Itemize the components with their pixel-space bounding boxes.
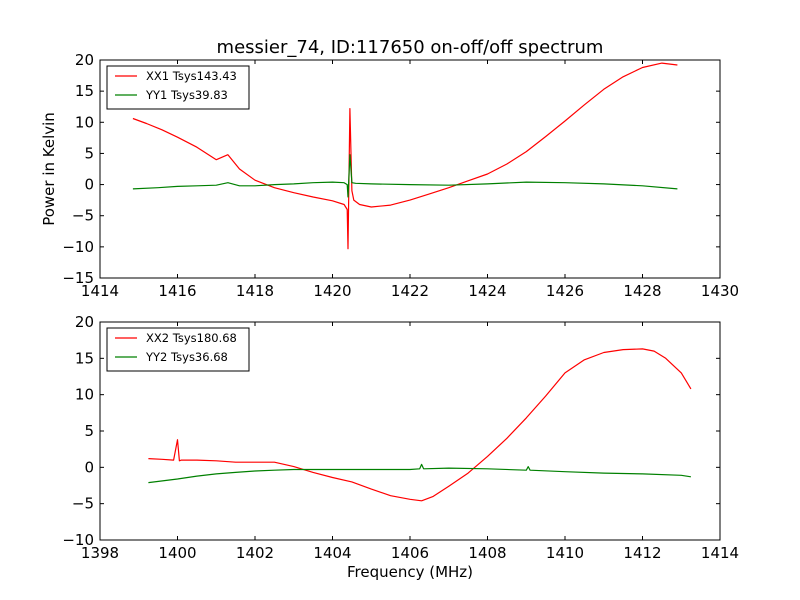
x-tick-label: 1422 — [391, 282, 429, 300]
legend-box — [106, 65, 250, 110]
y-tick-label: 15 — [75, 349, 94, 367]
y-tick-label: 5 — [84, 144, 94, 162]
y-tick-label: −5 — [72, 207, 94, 225]
legend-box — [106, 327, 250, 372]
series-line-xx1 — [132, 62, 678, 250]
bottom-panel: 1398 1400 1402 1404 1406 1408 1410 1412 1414 −10 −… — [62, 313, 739, 562]
series-line-xx2 — [148, 348, 692, 502]
y-tick-label: 10 — [75, 113, 94, 131]
x-tick-label: 1404 — [313, 544, 351, 562]
x-tick-label: 1406 — [391, 544, 429, 562]
x-tick-label: 1418 — [236, 282, 274, 300]
x-tick-label: 1402 — [236, 544, 274, 562]
top-panel: 1414 1416 1418 1420 1422 1424 1426 1428 1430 −15 −… — [62, 51, 739, 300]
x-tick-label: 1412 — [623, 544, 661, 562]
x-tick-label: 1416 — [158, 282, 196, 300]
y-tick-label: 0 — [84, 176, 94, 194]
y-axis-label: Power in Kelvin — [40, 112, 58, 226]
x-tick-label: 1424 — [468, 282, 506, 300]
series-line-yy2 — [148, 463, 691, 484]
y-tick-label: −15 — [62, 269, 94, 287]
x-tick-label: 1398 — [81, 544, 119, 562]
chart-title: messier_74, ID:117650 on-off/off spectru… — [217, 37, 604, 58]
series-line-yy1 — [132, 154, 678, 198]
y-tick-label: −10 — [62, 238, 94, 256]
x-tick-label: 1428 — [623, 282, 661, 300]
legend: XX1 Tsys143.43 YY1 Tsys39.83 — [106, 65, 250, 110]
y-tick-label: −5 — [72, 495, 94, 513]
x-tick-label: 1430 — [701, 282, 739, 300]
x-tick-label: 1400 — [158, 544, 196, 562]
x-tick-label: 1426 — [546, 282, 584, 300]
x-tick-label: 1414 — [701, 544, 739, 562]
legend: XX2 Tsys180.68 YY2 Tsys36.68 — [106, 327, 250, 372]
legend-label: YY1 Tsys39.83 — [145, 88, 228, 102]
legend-label: XX2 Tsys180.68 — [146, 331, 237, 345]
y-tick-label: 10 — [75, 386, 94, 404]
x-tick-label: 1410 — [546, 544, 584, 562]
x-axis-label: Frequency (MHz) — [347, 563, 473, 581]
legend-label: YY2 Tsys36.68 — [145, 350, 228, 364]
legend-label: XX1 Tsys143.43 — [146, 69, 237, 83]
y-tick-label: 20 — [75, 51, 94, 69]
y-tick-label: 0 — [84, 458, 94, 476]
y-tick-label: −10 — [62, 531, 94, 549]
x-tick-label: 1414 — [81, 282, 119, 300]
x-tick-label: 1420 — [313, 282, 351, 300]
y-tick-label: 5 — [84, 422, 94, 440]
x-tick-label: 1408 — [468, 544, 506, 562]
y-tick-label: 15 — [75, 82, 94, 100]
y-tick-label: 20 — [75, 313, 94, 331]
